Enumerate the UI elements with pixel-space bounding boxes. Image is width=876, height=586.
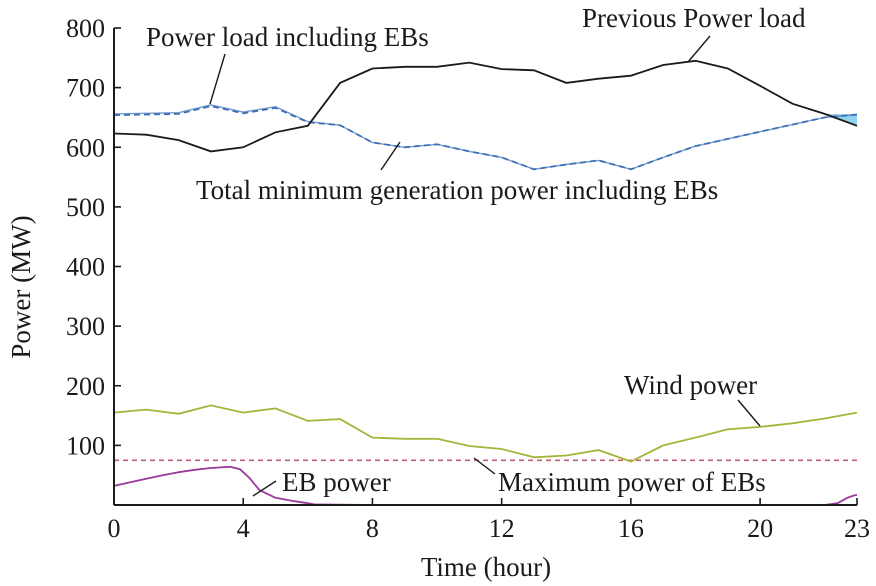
- series-previous-power-load: [113, 59, 858, 153]
- series-wind-power: [113, 404, 858, 463]
- annotation-leader-lines: [209, 35, 761, 497]
- leader-total-minimum-generation: [380, 141, 401, 171]
- x-tick-label: 16: [618, 514, 644, 543]
- y-tick-label: 500: [66, 193, 105, 222]
- annotation-previous-power-load: Previous Power load: [582, 3, 806, 33]
- annotation-wind-power: Wind power: [624, 370, 757, 400]
- x-axis-label: Time (hour): [421, 552, 551, 582]
- leader-previous-power-load: [687, 35, 711, 63]
- annotation-eb-power: EB power: [282, 467, 391, 497]
- leader-wind-power: [737, 399, 761, 427]
- y-tick-label: 700: [66, 74, 105, 103]
- leader-maximum-power-of-ebs: [473, 457, 496, 475]
- x-tick-label: 0: [108, 514, 121, 543]
- leader-eb-power: [252, 480, 277, 497]
- y-tick-label: 300: [66, 312, 105, 341]
- y-tick-label: 600: [66, 133, 105, 162]
- x-tick-label: 4: [237, 514, 250, 543]
- x-tick-label: 12: [489, 514, 515, 543]
- annotation-total-minimum-generation: Total minimum generation power including…: [196, 175, 718, 205]
- y-tick-label: 200: [66, 372, 105, 401]
- leader-power-load-including-ebs: [209, 53, 226, 105]
- y-axis-label: Power (MW): [6, 215, 36, 358]
- y-tick-label: 400: [66, 253, 105, 282]
- y-tick-label: 800: [66, 14, 105, 43]
- x-tick-label: 23: [844, 514, 870, 543]
- series-power-load-including-ebs: [113, 104, 858, 171]
- annotation-maximum-power-of-ebs: Maximum power of EBs: [498, 467, 766, 497]
- y-tick-label: 100: [66, 431, 105, 460]
- plot-area: [113, 59, 858, 506]
- x-tick-label: 20: [747, 514, 773, 543]
- annotation-power-load-including-ebs: Power load including EBs: [146, 22, 429, 52]
- series-total-minimum-generation-power: [113, 105, 858, 171]
- x-tick-label: 8: [366, 514, 379, 543]
- axes: 0 4 8 12 16 20 23 100 200 300 400 500 600 700 800: [66, 14, 870, 543]
